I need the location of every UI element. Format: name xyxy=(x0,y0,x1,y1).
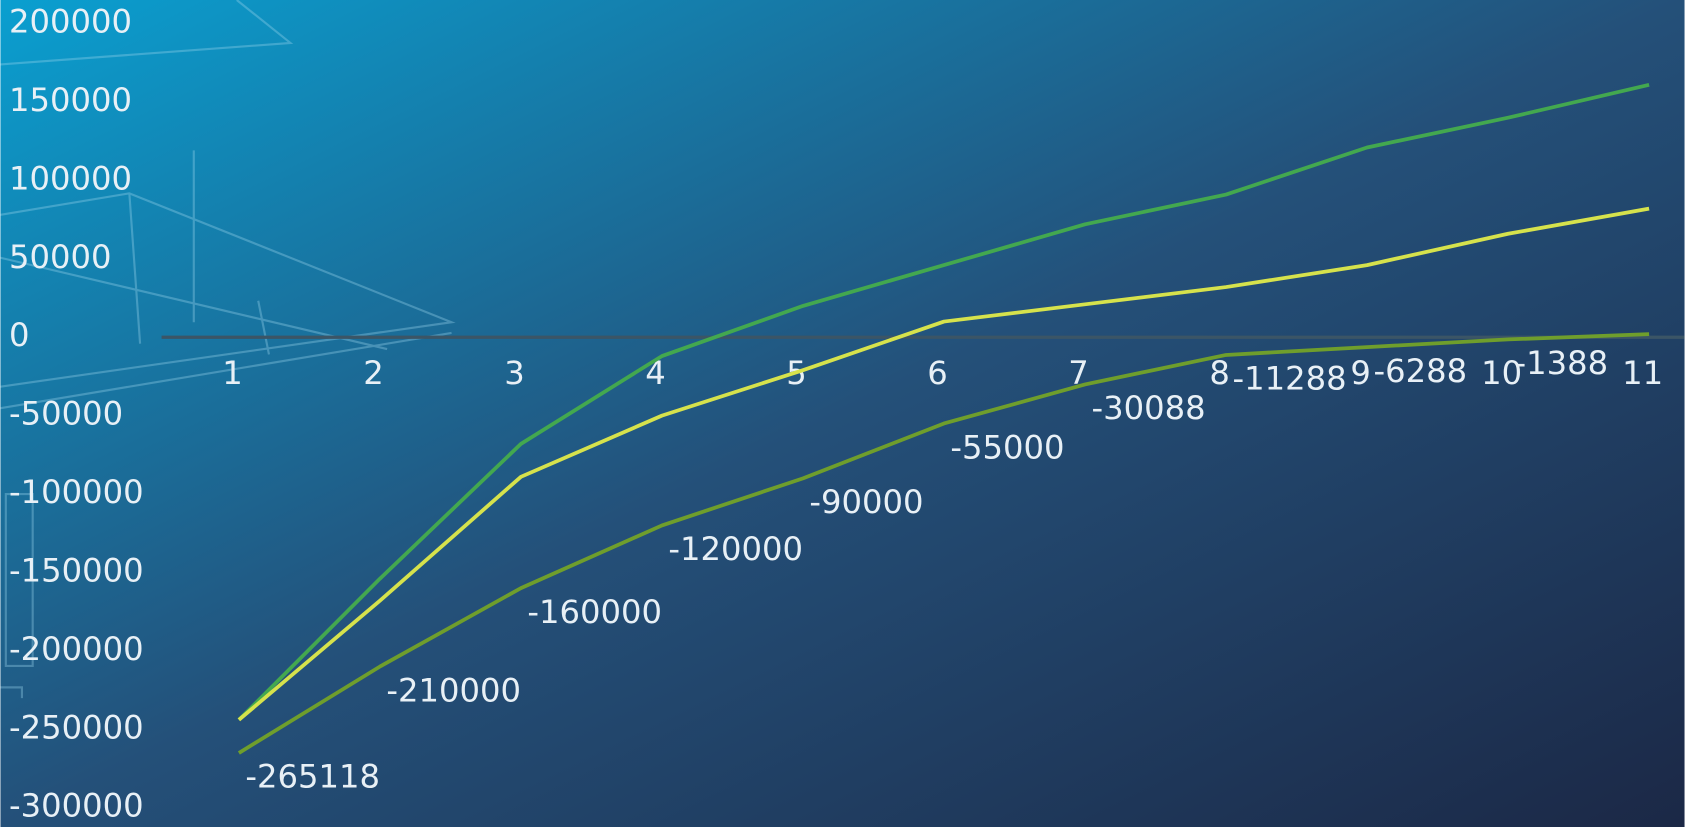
y-tick-label: -150000 xyxy=(9,551,144,589)
data-label: -1388 xyxy=(1515,344,1609,382)
y-tick-label: -100000 xyxy=(9,473,144,511)
x-tick-label: 11 xyxy=(1622,354,1663,392)
data-label: -90000 xyxy=(809,483,923,521)
y-tick-label: 100000 xyxy=(9,159,132,197)
x-tick-label: 6 xyxy=(927,354,947,392)
background-sketch xyxy=(0,0,456,699)
y-tick-label: -50000 xyxy=(9,395,123,433)
y-tick-label: 0 xyxy=(9,316,30,354)
data-label: -55000 xyxy=(950,428,1064,466)
y-tick-label: -250000 xyxy=(9,708,144,746)
data-label: -30088 xyxy=(1091,389,1205,427)
x-tick-label: 1 xyxy=(222,354,243,392)
data-label: -120000 xyxy=(668,530,803,568)
data-label: -265118 xyxy=(245,758,380,796)
y-tick-label: 200000 xyxy=(9,3,132,41)
data-label: -210000 xyxy=(386,671,521,709)
series-line xyxy=(237,206,1650,722)
series-line xyxy=(237,82,1650,722)
data-label: -6288 xyxy=(1373,352,1467,390)
x-tick-label: 3 xyxy=(504,354,525,392)
x-tick-label: 8 xyxy=(1209,354,1230,392)
y-tick-label: -200000 xyxy=(9,630,144,668)
y-tick-label: -300000 xyxy=(9,787,144,825)
x-tick-label: 2 xyxy=(363,354,384,392)
x-tick-label: 9 xyxy=(1350,354,1371,392)
data-label: -11288 xyxy=(1232,360,1346,398)
x-tick-label: 7 xyxy=(1068,354,1089,392)
series-line xyxy=(237,332,1650,755)
y-tick-label: 150000 xyxy=(9,81,132,119)
y-tick-label: 50000 xyxy=(9,238,112,276)
data-label: -160000 xyxy=(527,593,662,631)
x-tick-label: 10 xyxy=(1481,354,1522,392)
